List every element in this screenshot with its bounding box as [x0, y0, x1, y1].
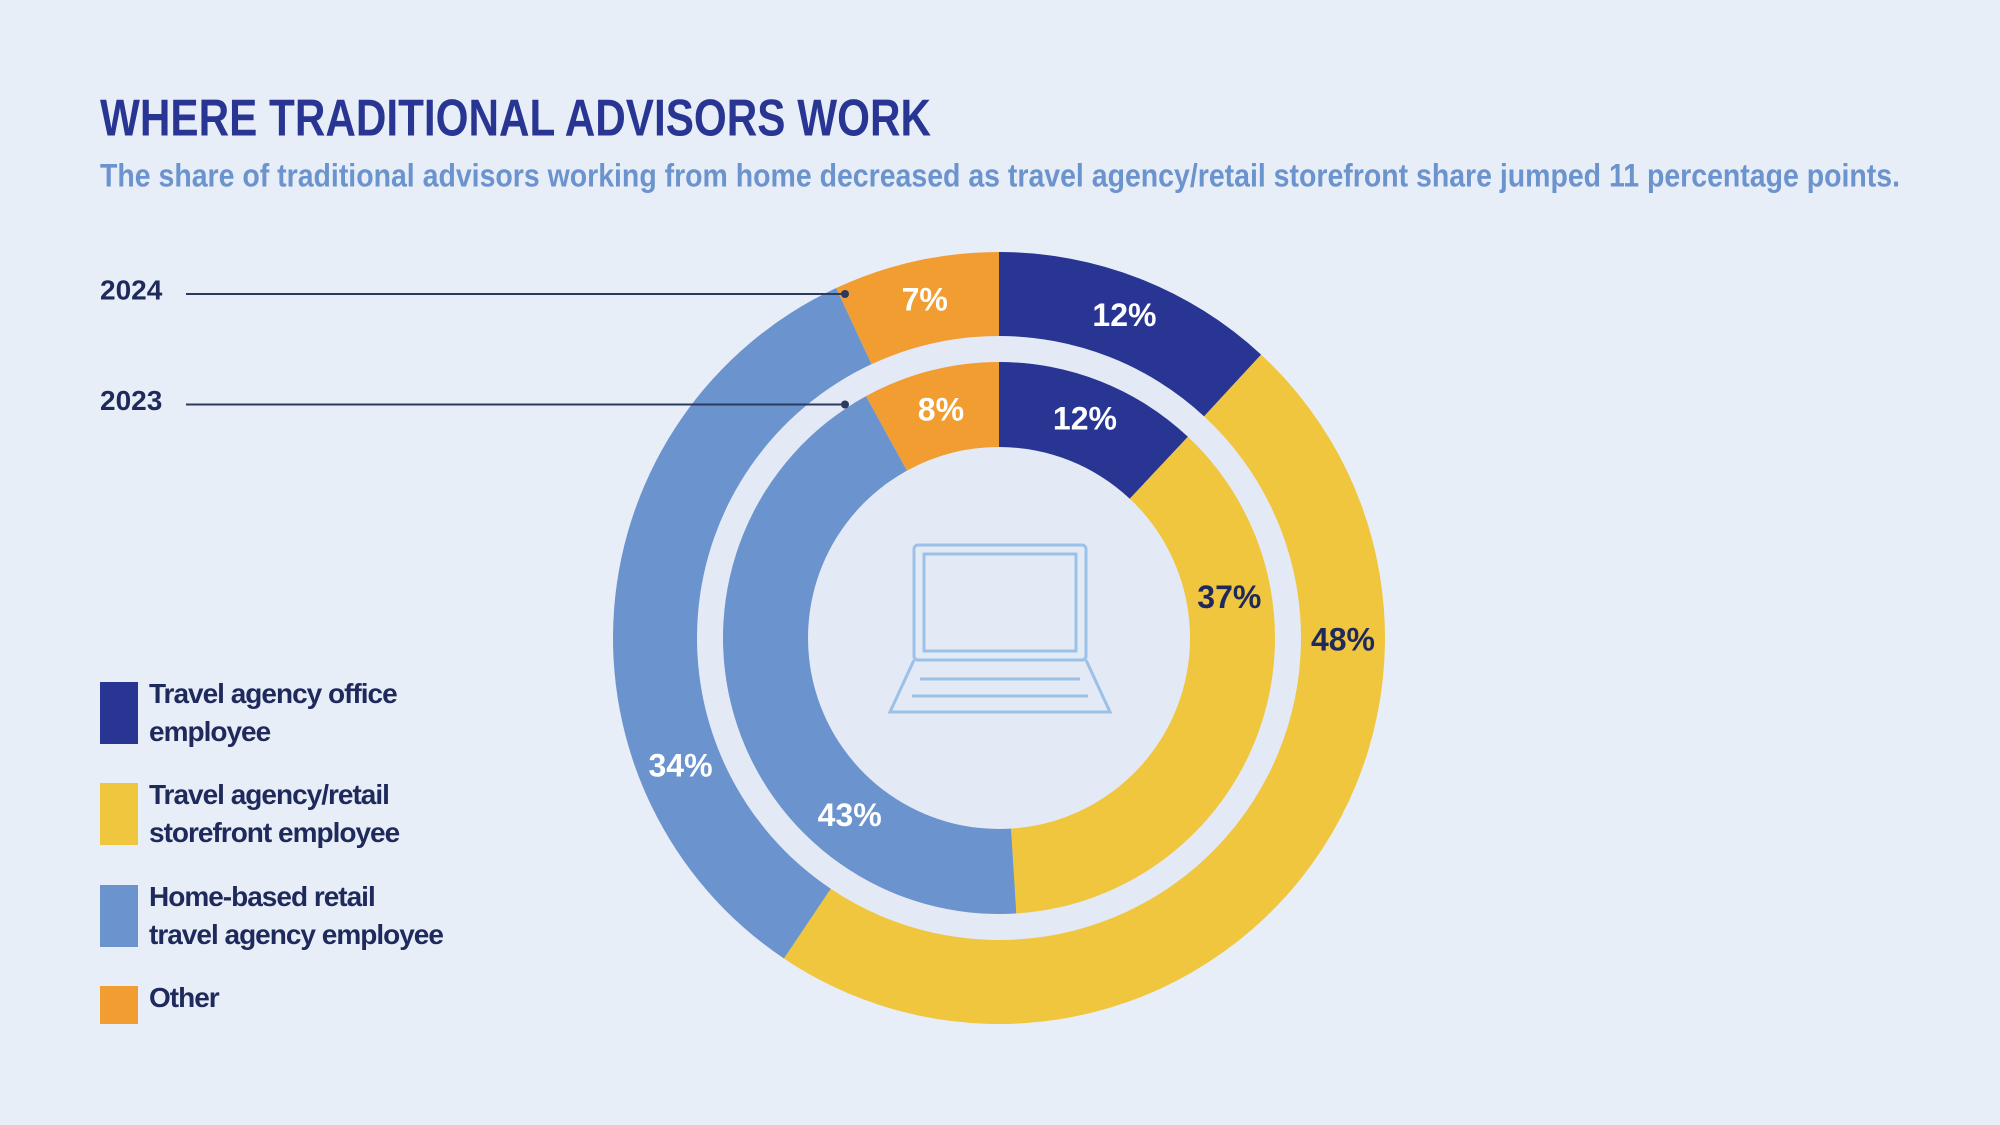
donut-segment — [613, 288, 872, 959]
legend-label: Home-based retail travel agency employee — [149, 881, 444, 950]
donut-segment — [866, 362, 999, 471]
legend-label: Travel agency/retail storefront employee — [149, 779, 400, 848]
legend-label: Other — [149, 982, 220, 1013]
leader-dot — [841, 290, 849, 298]
legend-swatch — [100, 682, 138, 744]
ring-label: 2024 — [100, 274, 163, 305]
data-label: 37% — [1197, 579, 1261, 615]
legend-swatch — [100, 783, 138, 845]
donut-segment — [722, 396, 1017, 914]
donut-segment — [783, 354, 1386, 1025]
data-label: 12% — [1053, 400, 1117, 436]
donut-segment — [1010, 436, 1276, 914]
ring-label: 2023 — [100, 385, 162, 416]
data-label: 12% — [1092, 297, 1156, 333]
legend-swatch — [100, 885, 138, 947]
legend-label: Travel agency office employee — [149, 678, 398, 747]
data-label: 7% — [902, 282, 948, 318]
donut-segment — [999, 252, 1262, 417]
donut-segment — [836, 252, 999, 365]
chart-subtitle: The share of traditional advisors workin… — [100, 157, 1900, 193]
data-label: 48% — [1311, 622, 1375, 658]
donut-segment — [999, 362, 1188, 499]
data-label: 34% — [648, 747, 712, 783]
leader-dot — [841, 400, 849, 409]
legend-swatch — [100, 986, 138, 1024]
data-label: 8% — [918, 391, 964, 427]
chart-title: WHERE TRADITIONAL ADVISORS WORK — [100, 90, 931, 148]
laptop-icon — [887, 543, 1113, 714]
data-label: 43% — [818, 797, 882, 833]
